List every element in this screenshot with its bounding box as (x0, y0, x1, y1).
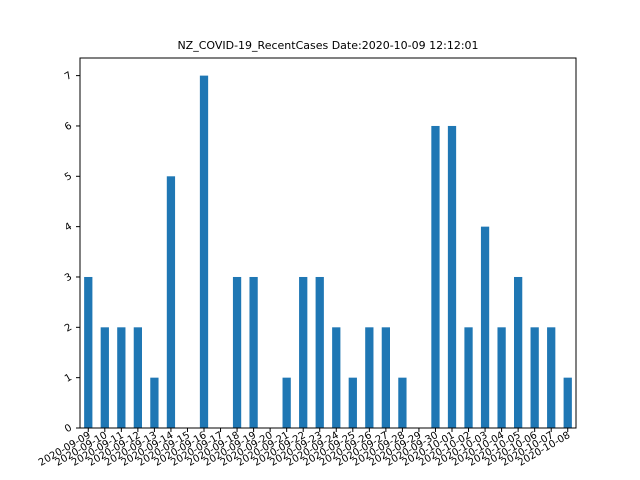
bar-2020-10-08 (563, 377, 572, 428)
plot-frame (79, 57, 577, 429)
y-axis: 0 1 2 3 4 5 6 7 (63, 70, 80, 435)
bar-2020-10-05 (514, 276, 523, 428)
bar-2020-10-06 (530, 327, 539, 428)
bar-2020-09-28 (398, 377, 407, 428)
bar-2020-09-11 (117, 327, 126, 428)
y-tick-label: 5 (63, 171, 74, 184)
x-axis: 2020-09-092020-09-102020-09-112020-09-12… (37, 428, 572, 469)
chart-title: NZ_COVID-19_RecentCases Date:2020-10-09 … (177, 39, 478, 52)
bar-2020-09-27 (381, 327, 390, 428)
bar-2020-09-19 (249, 276, 258, 428)
bar-2020-09-13 (150, 377, 159, 428)
bar-2020-09-18 (232, 276, 242, 428)
bar-2020-09-12 (133, 327, 142, 428)
bar-2020-10-04 (497, 327, 506, 428)
bar-2020-09-24 (332, 327, 341, 428)
bar-2020-09-10 (100, 327, 109, 428)
bar-2020-09-16 (199, 75, 209, 429)
bar-2020-10-07 (547, 327, 556, 428)
y-tick-label: 6 (63, 120, 74, 133)
y-tick-label: 4 (63, 221, 74, 234)
bar-2020-09-25 (348, 377, 357, 428)
y-tick-label: 7 (63, 70, 74, 83)
y-tick-label: 1 (63, 372, 74, 385)
bars-group (84, 75, 572, 429)
y-tick-label: 0 (63, 423, 74, 436)
bar-2020-09-14 (166, 176, 176, 428)
bar-2020-10-02 (464, 327, 473, 428)
bar-2020-10-01 (447, 125, 457, 429)
bar-2020-10-03 (480, 226, 490, 428)
bar-2020-09-21 (282, 377, 291, 428)
bar-2020-09-26 (365, 327, 374, 428)
bar-2020-09-30 (431, 125, 440, 429)
bar-2020-09-22 (299, 276, 308, 428)
bar-2020-09-09 (84, 276, 93, 428)
y-tick-label: 2 (63, 322, 74, 335)
bar-2020-09-23 (315, 276, 324, 428)
y-tick-label: 3 (63, 271, 74, 284)
